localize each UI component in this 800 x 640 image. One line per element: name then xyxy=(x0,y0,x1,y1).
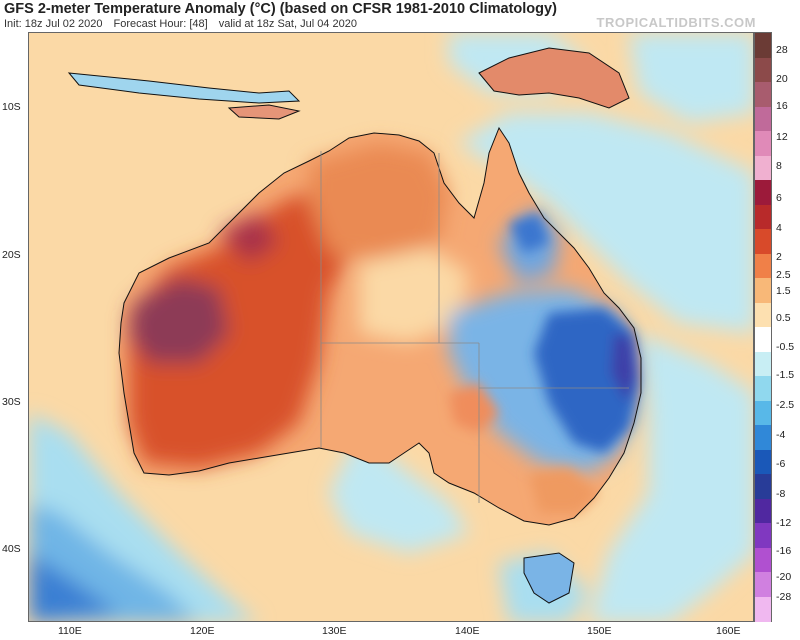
lon-label-120e: 120E xyxy=(190,625,215,637)
lon-label-150e: 150E xyxy=(587,625,612,637)
colorbar-tick-label: -0.5 xyxy=(776,341,795,353)
colorbar-segment xyxy=(755,351,771,377)
colorbar-tick-label: 20 xyxy=(776,73,788,85)
colorbar-tick-label: 0.5 xyxy=(776,312,791,324)
forecast-hour: Forecast Hour: [48] xyxy=(113,18,208,30)
colorbar-segment xyxy=(755,82,771,107)
colorbar-tick-label: 12 xyxy=(776,131,788,143)
colorbar-segment xyxy=(755,155,771,181)
colorbar-tick-label: -6 xyxy=(776,458,786,470)
state-borders xyxy=(320,151,629,503)
colorbar-segment xyxy=(755,131,771,156)
colorbar-segment xyxy=(755,425,771,450)
colorbar-tick-label: 6 xyxy=(776,192,782,204)
colorbar-tick-label: 1.5 xyxy=(776,285,791,297)
colorbar xyxy=(754,32,772,622)
init-time: Init: 18z Jul 02 2020 xyxy=(4,18,103,30)
colorbar-tick-label: 28 xyxy=(776,44,788,56)
colorbar-segment xyxy=(755,229,771,254)
colorbar-tick-label: 16 xyxy=(776,100,788,112)
lon-label-110e: 110E xyxy=(58,625,82,637)
colorbar-segment xyxy=(755,449,771,475)
map-subtitle: Init: 18z Jul 02 2020 Forecast Hour: [48… xyxy=(4,18,365,30)
colorbar-tick-label: -20 xyxy=(776,571,792,583)
colorbar-segment xyxy=(755,547,771,573)
colorbar-tick-label: -12 xyxy=(776,517,792,529)
colorbar-segment xyxy=(755,596,771,622)
colorbar-segment xyxy=(755,253,771,279)
colorbar-tick-label: -8 xyxy=(776,488,786,500)
valid-time: valid at 18z Sat, Jul 04 2020 xyxy=(218,18,357,30)
tasmania xyxy=(524,553,574,603)
northern-islands xyxy=(69,48,629,119)
colorbar-tick-label: 2 xyxy=(776,251,782,263)
brand-watermark: TROPICALTIDBITS.COM xyxy=(596,15,756,30)
coastlines xyxy=(67,47,642,604)
colorbar-segment xyxy=(755,180,771,205)
colorbar-segment xyxy=(755,278,771,303)
lat-label-30s: 30S xyxy=(2,396,21,408)
lon-label-160e: 160E xyxy=(716,625,741,637)
colorbar-segment xyxy=(755,498,771,524)
colorbar-segment xyxy=(755,474,771,499)
strong-cold-core xyxy=(509,213,639,453)
lon-label-130e: 130E xyxy=(322,625,347,637)
map-canvas xyxy=(29,33,753,621)
lat-label-10s: 10S xyxy=(2,101,21,113)
map-title: GFS 2-meter Temperature Anomaly (°C) (ba… xyxy=(4,1,557,17)
southeast-warm-patches xyxy=(449,383,599,513)
colorbar-tick-label: 2.5 xyxy=(776,269,791,281)
colorbar-tick-label: -28 xyxy=(776,591,792,603)
colorbar-segment xyxy=(755,327,771,352)
lon-label-140e: 140E xyxy=(455,625,480,637)
colorbar-segment xyxy=(755,572,771,597)
colorbar-tick-label: 8 xyxy=(776,160,782,172)
colorbar-segment xyxy=(755,302,771,328)
colorbar-segment xyxy=(755,57,771,83)
colorbar-tick-label: -2.5 xyxy=(776,399,795,411)
colorbar-segment xyxy=(755,204,771,230)
colorbar-tick-label: -4 xyxy=(776,429,786,441)
colorbar-segment xyxy=(755,33,771,58)
colorbar-tick-label: -16 xyxy=(776,545,792,557)
colorbar-segment xyxy=(755,106,771,132)
colorbar-segment xyxy=(755,400,771,426)
colorbar-tick-label: 4 xyxy=(776,222,782,234)
colorbar-segment xyxy=(755,376,771,401)
colorbar-tick-label: -1.5 xyxy=(776,369,795,381)
lat-label-40s: 40S xyxy=(2,543,21,555)
lat-label-20s: 20S xyxy=(2,249,21,261)
colorbar-segment xyxy=(755,523,771,548)
anomaly-map xyxy=(28,32,754,622)
